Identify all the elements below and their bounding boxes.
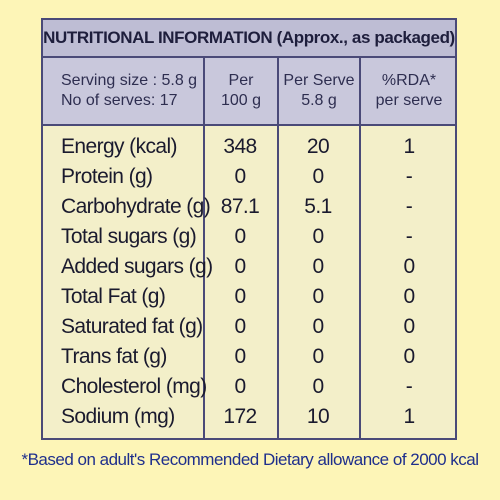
nutrient-name: Protein (g)	[61, 165, 153, 188]
table-row: Cholesterol (mg) 0 0 -	[43, 372, 455, 402]
value-rda: 1	[403, 405, 415, 428]
value-rda: -	[405, 165, 413, 188]
value-rda: 0	[403, 315, 415, 338]
column-divider	[277, 58, 279, 438]
rda-footnote: *Based on adult's Recommended Dietary al…	[21, 450, 479, 469]
nutrient-name: Carbohydrate (g)	[61, 195, 211, 218]
table-title: NUTRITIONAL INFORMATION (Approx., as pac…	[43, 28, 455, 47]
value-per-100g: 0	[234, 255, 246, 278]
value-per-100g: 0	[234, 315, 246, 338]
value-per-serve: 20	[306, 135, 330, 158]
servings-count: No of serves: 17	[61, 92, 178, 109]
serving-info: Serving size : 5.8 g No of serves: 17	[43, 58, 221, 124]
value-rda: 0	[403, 285, 415, 308]
value-per-100g: 0	[234, 285, 246, 308]
table-row: Protein (g) 0 0 -	[43, 162, 455, 192]
value-per-serve: 0	[312, 375, 324, 398]
value-per-serve: 0	[312, 285, 324, 308]
header-per-serve: Per Serve 5.8 g	[283, 72, 355, 109]
nutrient-name: Cholesterol (mg)	[61, 375, 207, 398]
table-row: Saturated fat (g) 0 0 0	[43, 312, 455, 342]
value-per-100g: 0	[234, 345, 246, 368]
nutrient-name: Trans fat (g)	[61, 345, 167, 368]
value-per-serve: 5.1	[304, 195, 332, 218]
nutrient-name: Sodium (mg)	[61, 405, 175, 428]
table-row: Trans fat (g) 0 0 0	[43, 342, 455, 372]
value-rda: -	[405, 195, 413, 218]
serving-size: Serving size : 5.8 g	[61, 72, 198, 89]
value-per-serve: 0	[312, 315, 324, 338]
nutrient-name: Energy (kcal)	[61, 135, 178, 158]
table-row: Sodium (mg) 172 10 1	[43, 402, 455, 432]
nutrition-table: NUTRITIONAL INFORMATION (Approx., as pac…	[41, 18, 457, 440]
nutrient-name: Saturated fat (g)	[61, 315, 203, 338]
column-divider	[359, 58, 361, 438]
value-per-100g: 172	[223, 405, 257, 428]
table-row: Carbohydrate (g) 87.1 5.1 -	[43, 192, 455, 222]
table-row: Energy (kcal) 348 20 1	[43, 132, 455, 162]
table-header: Serving size : 5.8 g No of serves: 17 Pe…	[43, 58, 455, 126]
value-rda: 0	[403, 255, 415, 278]
nutrient-name: Added sugars (g)	[61, 255, 213, 278]
value-per-100g: 0	[234, 375, 246, 398]
column-divider	[203, 58, 205, 438]
nutrient-name: Total Fat (g)	[61, 285, 166, 308]
header-per-100g: Per 100 g	[220, 72, 262, 109]
value-per-serve: 0	[312, 345, 324, 368]
value-per-100g: 348	[223, 135, 257, 158]
value-per-serve: 0	[312, 165, 324, 188]
value-rda: 0	[403, 345, 415, 368]
table-row: Total sugars (g) 0 0 -	[43, 222, 455, 252]
table-row: Total Fat (g) 0 0 0	[43, 282, 455, 312]
value-per-serve: 0	[312, 255, 324, 278]
value-rda: -	[405, 375, 413, 398]
value-per-100g: 0	[234, 165, 246, 188]
value-per-serve: 10	[306, 405, 330, 428]
table-title-bar: NUTRITIONAL INFORMATION (Approx., as pac…	[43, 20, 455, 58]
value-per-100g: 87.1	[220, 195, 260, 218]
value-per-100g: 0	[234, 225, 246, 248]
value-rda: 1	[403, 135, 415, 158]
value-rda: -	[405, 225, 413, 248]
value-per-serve: 0	[312, 225, 324, 248]
header-rda: %RDA* per serve	[375, 72, 443, 109]
table-row: Added sugars (g) 0 0 0	[43, 252, 455, 282]
nutrient-name: Total sugars (g)	[61, 225, 197, 248]
